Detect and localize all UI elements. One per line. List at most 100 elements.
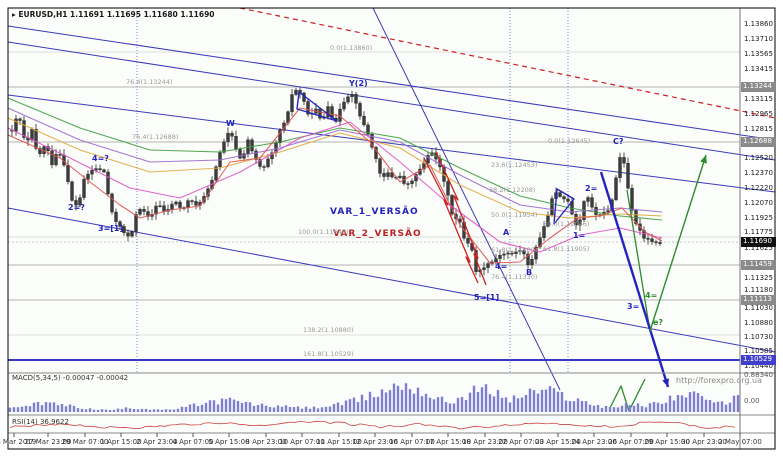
wave-count-label[interactable]: 4=? bbox=[92, 154, 109, 163]
red-channel-line[interactable] bbox=[423, 157, 479, 284]
candle-body bbox=[522, 250, 526, 255]
candle-body bbox=[94, 168, 98, 171]
red-channel-line[interactable] bbox=[435, 151, 487, 286]
price-panel-bg[interactable] bbox=[8, 8, 740, 373]
macd-histogram-bar bbox=[280, 406, 284, 412]
ma-orange[interactable] bbox=[7, 117, 663, 219]
macd-histogram-bar bbox=[120, 409, 124, 412]
macd-histogram-bar bbox=[548, 386, 552, 412]
wave-count-label[interactable]: W bbox=[226, 119, 235, 128]
indicator-axis-label: 0.00 bbox=[744, 397, 760, 405]
candle-body bbox=[354, 94, 358, 104]
wave-count-label[interactable]: 4= bbox=[645, 291, 658, 300]
wave-count-label[interactable]: e? bbox=[653, 318, 664, 327]
wave-count-label[interactable]: 3=[1] bbox=[98, 224, 124, 233]
wave-count-label[interactable]: 3= bbox=[627, 302, 640, 311]
macd-indicator-label: MACD(5,34,5) -0.00047 -0.00042 bbox=[12, 374, 129, 382]
ma-violet[interactable] bbox=[7, 107, 663, 213]
macd-histogram-bar bbox=[36, 401, 40, 412]
candle-body bbox=[54, 154, 58, 166]
trendline[interactable] bbox=[372, 7, 561, 391]
wave-count-label[interactable]: A bbox=[503, 228, 510, 237]
macd-histogram-bar bbox=[600, 407, 604, 412]
macd-histogram-bar bbox=[656, 402, 660, 412]
candle-body bbox=[294, 89, 298, 95]
var1-annotation[interactable]: VAR_1_VERSÃO bbox=[330, 207, 419, 217]
wave-count-label[interactable]: 2=? bbox=[68, 203, 85, 212]
wave-count-label[interactable]: 1= bbox=[573, 231, 586, 240]
macd-histogram-bar bbox=[144, 408, 148, 412]
macd-histogram-bar bbox=[104, 409, 108, 412]
level-price-box: 1.12688 bbox=[741, 137, 776, 147]
wave-count-label[interactable]: 2= bbox=[585, 184, 598, 193]
candle-body bbox=[262, 166, 266, 168]
macd-histogram-bar bbox=[52, 402, 56, 412]
wedge-drawing[interactable] bbox=[553, 188, 575, 225]
candle-body bbox=[350, 94, 354, 97]
macd-histogram-bar bbox=[664, 402, 668, 412]
arrow-line[interactable] bbox=[599, 171, 670, 388]
wave-count-label[interactable]: Y(2) bbox=[349, 79, 368, 88]
time-axis-label: 27 Mar 23:00 bbox=[24, 438, 72, 446]
macd-histogram-bar bbox=[376, 396, 380, 412]
macd-histogram-bar bbox=[304, 406, 308, 412]
watermark-link[interactable]: http://forexpro.org.ua bbox=[676, 376, 762, 385]
macd-histogram-bar bbox=[468, 392, 472, 412]
macd-histogram-bar bbox=[188, 404, 192, 412]
macd-histogram-bar bbox=[516, 398, 520, 412]
macd-histogram-bar bbox=[528, 388, 532, 412]
candle-body bbox=[410, 180, 414, 184]
candle-body bbox=[102, 169, 106, 173]
ma-red[interactable] bbox=[7, 107, 663, 264]
macd-histogram-bar bbox=[180, 406, 184, 412]
macd-histogram-bar bbox=[272, 407, 276, 412]
candle-body bbox=[614, 177, 618, 201]
green-projection-line[interactable] bbox=[626, 189, 651, 332]
macd-histogram-bar bbox=[556, 391, 560, 412]
wave-count-label[interactable]: 5=[1] bbox=[474, 293, 500, 302]
arrow-line[interactable] bbox=[649, 154, 707, 332]
fib-level-label: 76.4(1.13244) bbox=[126, 78, 173, 86]
macd-histogram-bar bbox=[460, 396, 464, 412]
wedge-drawing[interactable] bbox=[296, 91, 338, 122]
macd-histogram-bar bbox=[680, 395, 684, 412]
candle-body bbox=[618, 157, 622, 178]
current-price-box: 1.11690 bbox=[741, 237, 776, 247]
macd-histogram-bar bbox=[592, 405, 596, 412]
candle-body bbox=[562, 196, 566, 200]
macd-histogram-bar bbox=[436, 397, 440, 412]
trendline[interactable] bbox=[7, 41, 776, 161]
macd-histogram-bar bbox=[596, 404, 600, 412]
candle-body bbox=[342, 101, 346, 110]
var2-annotation[interactable]: VAR_2_VERSÃO bbox=[333, 229, 422, 239]
candle-body bbox=[362, 115, 366, 126]
fib-level-label: 161.8(1.10529) bbox=[303, 350, 354, 358]
ma-green[interactable] bbox=[7, 97, 663, 221]
price-axis-label: 1.11325 bbox=[744, 274, 773, 282]
wave-count-label[interactable]: B bbox=[526, 268, 533, 277]
macd-histogram-bar bbox=[48, 402, 52, 412]
wave-count-label[interactable]: 4= bbox=[495, 262, 508, 271]
time-axis-label: 29 Apr 15:00 bbox=[644, 438, 690, 446]
macd-histogram-bar bbox=[636, 403, 640, 412]
trendline[interactable] bbox=[7, 94, 776, 193]
price-axis-label: 1.11925 bbox=[744, 214, 773, 222]
macd-histogram-bar bbox=[8, 407, 12, 412]
macd-histogram-bar bbox=[448, 403, 452, 412]
time-axis-label: 12 Apr 23:00 bbox=[352, 438, 398, 446]
price-axis-label: 1.10880 bbox=[744, 319, 773, 327]
macd-histogram-bar bbox=[96, 409, 100, 412]
candle-body bbox=[230, 132, 234, 137]
candle-body bbox=[130, 231, 134, 237]
time-axis-label: 11 Apr 15:00 bbox=[316, 438, 362, 446]
ma-magenta[interactable] bbox=[7, 121, 663, 253]
macd-histogram-bar bbox=[320, 407, 324, 412]
candle-body bbox=[606, 210, 610, 213]
green-projection-line[interactable] bbox=[609, 378, 646, 412]
rsi-panel-bg[interactable] bbox=[8, 416, 740, 433]
red-dashed-trendline[interactable] bbox=[239, 7, 776, 119]
wave-count-label[interactable]: C? bbox=[613, 137, 624, 146]
macd-histogram-bar bbox=[100, 409, 104, 412]
trendline[interactable] bbox=[7, 25, 776, 141]
